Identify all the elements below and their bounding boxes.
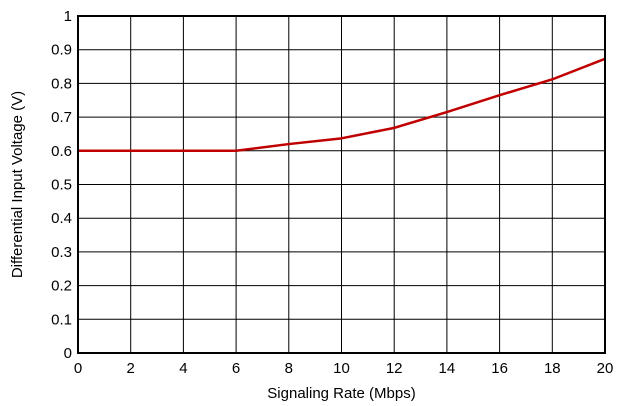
y-tick-label: 0.1 bbox=[51, 311, 72, 328]
x-tick-label: 16 bbox=[491, 360, 508, 377]
y-tick-label: 0.9 bbox=[51, 42, 72, 59]
x-tick-label: 4 bbox=[179, 360, 187, 377]
series-line bbox=[78, 57, 606, 153]
y-tick-label: 0.2 bbox=[51, 278, 72, 295]
series-layer bbox=[78, 57, 606, 153]
y-tick-label: 0 bbox=[64, 345, 72, 362]
grid-lines bbox=[77, 15, 606, 354]
x-tick-label: 8 bbox=[285, 360, 293, 377]
x-tick-label: 6 bbox=[232, 360, 240, 377]
y-tick-label: 0.6 bbox=[51, 143, 72, 160]
x-axis-title: Signaling Rate (Mbps) bbox=[267, 385, 415, 402]
plot-area bbox=[77, 15, 606, 354]
x-tick-label: 12 bbox=[386, 360, 403, 377]
y-tick-label: 0.8 bbox=[51, 75, 72, 92]
x-tick-label: 14 bbox=[439, 360, 456, 377]
y-tick-label: 0.3 bbox=[51, 244, 72, 261]
x-tick-label: 20 bbox=[597, 360, 614, 377]
y-tick-label: 0.5 bbox=[51, 177, 72, 194]
x-tick-label: 2 bbox=[127, 360, 135, 377]
y-tick-labels: 0 0.1 0.2 0.3 0.4 0.5 0.6 0.7 0.8 0.9 1 bbox=[51, 8, 72, 362]
y-tick-label: 1 bbox=[64, 8, 72, 25]
y-tick-label: 0.7 bbox=[51, 109, 72, 126]
x-tick-label: 18 bbox=[544, 360, 561, 377]
y-axis-title: Differential Input Voltage (V) bbox=[9, 91, 26, 278]
x-tick-label: 10 bbox=[333, 360, 350, 377]
x-tick-labels: 0 2 4 6 8 10 12 14 16 18 20 bbox=[74, 360, 614, 377]
x-tick-label: 0 bbox=[74, 360, 82, 377]
y-tick-label: 0.4 bbox=[51, 210, 72, 227]
